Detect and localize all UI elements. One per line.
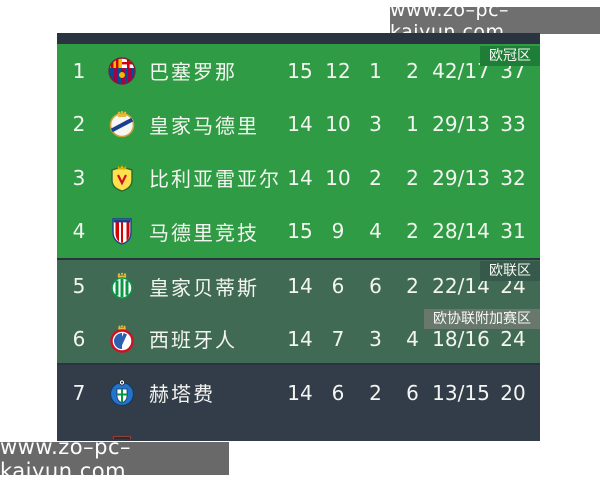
won-cell: 10 bbox=[325, 112, 351, 137]
won-cell: 5 bbox=[319, 436, 357, 440]
watermark-bottom-text: www.zo–pc–kaiyun.com bbox=[0, 434, 132, 480]
played-cell: 14 bbox=[281, 436, 319, 440]
lost-cell: 2 bbox=[406, 58, 419, 83]
champions-zone-section: 欧冠区 1 巴塞罗那 15 12 1 2 42/17 37 2 皇家马德里 bbox=[57, 44, 540, 258]
goals-cell: 13/15 bbox=[432, 380, 490, 405]
club-name: 马德里竞技 bbox=[149, 220, 259, 245]
lost-cell: 1 bbox=[406, 112, 419, 137]
points-cell: 31 bbox=[500, 219, 526, 244]
points-cell: 24 bbox=[500, 326, 526, 351]
drawn-cell: 4 bbox=[369, 219, 382, 244]
lost-cell: 2 bbox=[406, 165, 419, 190]
watermark-top: www.zo–pc–kaiyun.com bbox=[390, 0, 600, 43]
lost-cell: 6 bbox=[406, 380, 419, 405]
villarreal-crest-icon bbox=[101, 163, 143, 193]
played-cell: 14 bbox=[287, 165, 313, 190]
points-cell: 32 bbox=[500, 165, 526, 190]
played-cell: 14 bbox=[287, 274, 313, 299]
barcelona-crest-icon bbox=[101, 56, 143, 86]
drawn-cell: 3 bbox=[369, 112, 382, 137]
midtable-section: 7 赫塔费 14 6 2 6 13/15 20 8 毕尔巴鄂竞技 14 5 bbox=[57, 363, 540, 439]
drawn-cell: 1 bbox=[369, 58, 382, 83]
won-cell: 6 bbox=[331, 274, 345, 299]
played-cell: 14 bbox=[287, 380, 313, 405]
lost-cell: 2 bbox=[406, 219, 419, 244]
drawn-cell: 3 bbox=[369, 326, 382, 351]
played-cell: 14 bbox=[287, 112, 313, 137]
drawn-cell: 2 bbox=[369, 380, 382, 405]
points-cell: 20 bbox=[500, 380, 526, 405]
rank-cell: 3 bbox=[72, 165, 86, 190]
table-row[interactable]: 7 赫塔费 14 6 2 6 13/15 20 bbox=[57, 365, 540, 420]
table-row[interactable]: 2 皇家马德里 14 10 3 1 29/13 33 bbox=[57, 98, 540, 152]
points-cell: 20 bbox=[491, 436, 535, 440]
real-madrid-crest-icon bbox=[101, 109, 143, 139]
table-row[interactable]: 5 皇家贝蒂斯 14 6 6 2 22/14 24 bbox=[57, 260, 540, 313]
lost-cell: 4 bbox=[406, 326, 419, 351]
club-name: 皇家马德里 bbox=[149, 113, 259, 138]
espanyol-crest-icon bbox=[101, 324, 143, 354]
goals-cell: 14/15 bbox=[431, 436, 491, 440]
club-name: 毕尔巴鄂竞技 bbox=[143, 433, 281, 439]
club-name: 巴塞罗那 bbox=[149, 60, 237, 85]
europa-zone-section: 欧联区 欧协联附加赛区 5 皇家贝蒂斯 14 6 6 2 22/14 24 6 bbox=[57, 258, 540, 363]
goals-cell: 29/13 bbox=[432, 112, 490, 137]
champions-zone-label: 欧冠区 bbox=[480, 46, 540, 66]
goals-cell: 29/13 bbox=[432, 165, 490, 190]
won-cell: 12 bbox=[325, 58, 351, 83]
table-row[interactable]: 4 马德里竞技 15 9 4 2 28/14 31 bbox=[57, 205, 540, 259]
rank-cell: 2 bbox=[72, 112, 86, 137]
won-cell: 10 bbox=[325, 165, 351, 190]
drawn-cell: 2 bbox=[369, 165, 382, 190]
won-cell: 7 bbox=[331, 326, 345, 351]
played-cell: 15 bbox=[287, 58, 313, 83]
conference-playoff-zone-label: 欧协联附加赛区 bbox=[424, 309, 540, 329]
getafe-crest-icon bbox=[101, 378, 143, 408]
bilbao-crest-icon bbox=[101, 433, 143, 439]
club-name: 比利亚雷亚尔 bbox=[149, 167, 281, 192]
won-cell: 9 bbox=[331, 219, 345, 244]
table-row[interactable]: 3 比利亚雷亚尔 14 10 2 2 29/13 32 bbox=[57, 151, 540, 205]
rank-cell: 7 bbox=[72, 380, 86, 405]
club-name: 西班牙人 bbox=[149, 328, 237, 353]
won-cell: 6 bbox=[331, 380, 345, 405]
drawn-cell: 5 bbox=[357, 436, 394, 440]
league-table: 欧冠区 1 巴塞罗那 15 12 1 2 42/17 37 2 皇家马德里 bbox=[57, 33, 540, 441]
club-name: 皇家贝蒂斯 bbox=[149, 275, 259, 300]
table-row[interactable]: 1 巴塞罗那 15 12 1 2 42/17 37 bbox=[57, 44, 540, 98]
points-cell: 33 bbox=[500, 112, 526, 137]
goals-cell: 18/16 bbox=[432, 326, 490, 351]
drawn-cell: 6 bbox=[369, 274, 382, 299]
played-cell: 14 bbox=[287, 326, 313, 351]
table-header-strip bbox=[57, 33, 540, 44]
rank-cell: 5 bbox=[72, 274, 86, 299]
atletico-crest-icon bbox=[101, 216, 143, 246]
goals-cell: 28/14 bbox=[432, 219, 490, 244]
watermark-bottom: www.zo–pc–kaiyun.com bbox=[0, 435, 229, 480]
club-name: 赫塔费 bbox=[149, 382, 215, 406]
rank-cell: 8 bbox=[57, 436, 101, 440]
table-row[interactable]: 8 毕尔巴鄂竞技 14 5 5 4 14/15 20 bbox=[57, 420, 540, 439]
rank-cell: 6 bbox=[72, 326, 86, 351]
played-cell: 15 bbox=[287, 219, 313, 244]
europa-zone-label: 欧联区 bbox=[480, 261, 540, 281]
betis-crest-icon bbox=[101, 271, 143, 301]
rank-cell: 1 bbox=[72, 58, 86, 83]
lost-cell: 4 bbox=[394, 436, 431, 440]
rank-cell: 4 bbox=[72, 219, 86, 244]
lost-cell: 2 bbox=[406, 274, 419, 299]
table-row[interactable]: 6 西班牙人 14 7 3 4 18/16 24 bbox=[57, 313, 540, 364]
